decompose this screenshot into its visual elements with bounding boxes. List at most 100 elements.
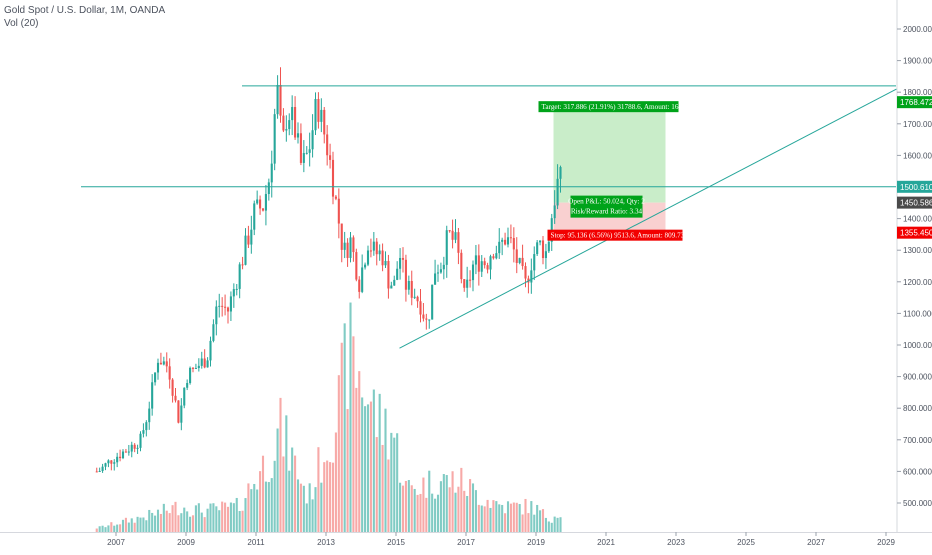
candle-body — [471, 264, 475, 281]
volume-bar — [270, 478, 273, 532]
candle-body — [556, 178, 559, 206]
volume-bar — [279, 397, 282, 532]
volume-bar — [299, 483, 302, 532]
candle-body — [352, 237, 355, 253]
volume-indicator-label[interactable]: Vol (20) — [4, 18, 39, 29]
candle-body — [232, 289, 235, 297]
volume-bar — [282, 456, 285, 532]
candle-body — [343, 242, 346, 250]
stop-label-box — [547, 229, 683, 241]
candle-body — [498, 241, 501, 254]
volume-bar — [337, 375, 340, 532]
volume-bar — [466, 495, 469, 532]
volume-bar — [136, 516, 139, 532]
candle-body — [200, 358, 203, 366]
position-labels-layer: Target: 317.886 (21.91%) 31788.6, Amount… — [538, 101, 695, 241]
time-tick-label: 2009 — [177, 538, 195, 547]
volume-bar — [107, 525, 110, 532]
time-tick-label: 2029 — [877, 538, 895, 547]
volume-bar — [506, 501, 510, 532]
candle-body — [524, 266, 527, 279]
symbol-title[interactable]: Gold Spot / U.S. Dollar, 1M, OANDA — [4, 5, 166, 16]
candle-body — [253, 203, 256, 230]
volume-bar — [326, 460, 329, 532]
price-axis[interactable]: 500.000 600.000 700.000 800.000 900.000 1000.… — [896, 0, 932, 532]
candle-body — [224, 306, 227, 308]
time-tick-label: 2017 — [457, 538, 475, 547]
candle-body — [110, 460, 113, 464]
chart-legend: Gold Spot / U.S. Dollar, 1M, OANDA Vol (… — [4, 4, 165, 30]
volume-bar — [159, 513, 162, 532]
candle-body — [159, 362, 162, 365]
trend-line[interactable] — [399, 88, 897, 349]
candle-body — [238, 264, 241, 289]
volume-bar — [536, 504, 539, 532]
candle-body — [226, 307, 230, 312]
volume-bar — [524, 498, 527, 532]
candle-body — [244, 235, 247, 265]
volume-bar — [422, 477, 425, 532]
volume-bar — [469, 479, 472, 532]
candle-body — [442, 264, 445, 270]
volume-bar — [358, 371, 361, 532]
candle-body — [186, 383, 189, 388]
volume-bar — [276, 428, 279, 532]
volume-bar — [291, 447, 294, 532]
volume-bar — [273, 460, 276, 532]
volume-bar — [168, 513, 171, 532]
candle-body — [474, 255, 477, 265]
candle-body — [145, 422, 148, 431]
price-tick-label: 600.000 — [903, 467, 932, 476]
volume-bar — [174, 501, 177, 532]
volume-bar — [212, 503, 215, 532]
candle-body — [209, 340, 212, 361]
candle-body — [247, 235, 250, 245]
candle-body — [448, 230, 451, 232]
candle-body — [489, 256, 492, 270]
volume-bar — [559, 517, 562, 532]
candle-body — [416, 296, 419, 302]
long-position-tool[interactable] — [553, 102, 666, 233]
price-tick-label: 1400.000 — [903, 215, 932, 224]
current-price-tag[interactable] — [897, 180, 932, 193]
candle-body — [142, 430, 145, 434]
candle-body — [174, 395, 177, 401]
candle-body — [460, 252, 463, 280]
candle-body — [299, 133, 302, 163]
candle-body — [419, 301, 422, 315]
volume-bar — [189, 516, 192, 532]
candle-body — [273, 114, 276, 164]
volume-bar — [320, 482, 323, 532]
candle-body — [317, 98, 320, 122]
entry-price-tag[interactable] — [897, 196, 932, 209]
price-tick-label: 2000.000 — [903, 25, 932, 34]
time-tick-label: 2027 — [807, 538, 825, 547]
volume-bar — [162, 503, 165, 532]
volume-bar — [460, 467, 463, 532]
candle-body — [358, 279, 361, 292]
volume-bar — [419, 493, 422, 532]
volume-layer — [95, 302, 562, 532]
volume-bar — [253, 483, 256, 532]
volume-bar — [288, 470, 291, 532]
candle-body — [515, 249, 518, 263]
candle-body — [171, 379, 174, 396]
volume-bar — [401, 485, 405, 532]
candle-body — [469, 279, 472, 281]
candle-body — [276, 84, 279, 115]
candle-body — [180, 405, 183, 423]
volume-bar — [221, 501, 224, 532]
volume-bar — [471, 483, 475, 532]
candle-body — [133, 444, 136, 449]
target-price-tag[interactable] — [897, 96, 932, 109]
candle-body — [116, 456, 119, 463]
candle-body — [425, 318, 428, 320]
stop-price-tag[interactable] — [897, 226, 932, 239]
profit-zone[interactable] — [553, 102, 666, 203]
time-axis[interactable]: 2007 2009 2011 2013 2015 2017 2019 2021 2023 2025… — [0, 532, 932, 547]
candle-body — [451, 230, 454, 240]
price-tick-label: 1600.000 — [903, 151, 932, 160]
drawing-lines-layer[interactable] — [81, 85, 897, 349]
